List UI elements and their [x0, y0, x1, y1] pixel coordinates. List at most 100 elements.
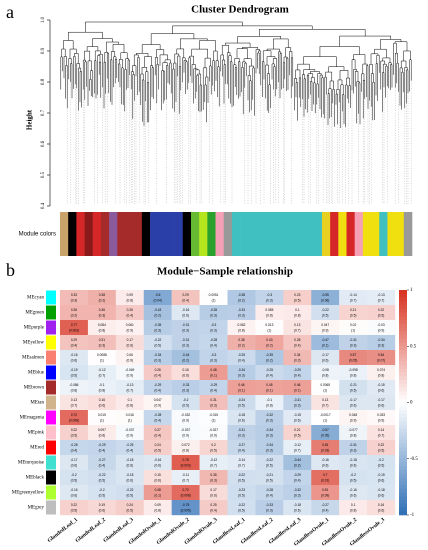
cell-value: -0.34 [266, 443, 273, 447]
cell-pvalue: (0.5) [378, 463, 385, 467]
module-color-strip [158, 212, 167, 256]
cell-pvalue: (0.8) [154, 508, 161, 512]
cell-pvalue: (0.5) [182, 403, 189, 407]
cell-pvalue: (0.3) [99, 313, 106, 317]
heatmap-cell [283, 350, 312, 366]
cell-value: -0.29 [294, 473, 301, 477]
cell-pvalue: (0.6) [350, 403, 357, 407]
module-color-strip [76, 212, 85, 256]
cell-value: -0.16 [70, 353, 77, 357]
row-color-swatch [46, 380, 56, 395]
heatmap-cell [199, 335, 228, 351]
row-color-swatch [46, 350, 56, 365]
colorbar-step [399, 500, 407, 505]
row-color-swatch [46, 290, 56, 305]
heatmap-cell [143, 305, 172, 321]
cell-value: 0.36 [99, 308, 105, 312]
cell-pvalue: (1) [351, 328, 355, 332]
cell-pvalue: (0.5) [127, 508, 134, 512]
cell-pvalue: (0.6) [210, 493, 217, 497]
row-label: MEred [30, 446, 44, 451]
heatmap-cell [255, 500, 284, 516]
module-color-strip [395, 212, 405, 256]
row-color-swatch [46, 470, 56, 485]
colorbar-step [399, 357, 407, 362]
cell-pvalue: (0.3) [238, 433, 245, 437]
colorbar-step [399, 350, 407, 355]
cell-pvalue: (0.4) [154, 418, 161, 422]
cell-pvalue: (1) [212, 418, 216, 422]
heatmap-cell [339, 410, 368, 426]
module-color-strip [141, 212, 151, 256]
module-color-strip [305, 212, 315, 256]
colorbar-step [399, 458, 407, 463]
cell-pvalue: (0.7) [238, 463, 245, 467]
cell-pvalue: (0.2) [99, 298, 106, 302]
cell-value: -0.3 [211, 353, 217, 357]
cell-value: 0.77 [71, 323, 77, 327]
heatmap-cell [87, 425, 117, 441]
colorbar-step [399, 440, 407, 445]
heatmap-cell [199, 455, 228, 471]
cell-value: -0.33 [238, 308, 245, 312]
heatmap-cell [227, 410, 256, 426]
cell-value: -0.037 [181, 428, 190, 432]
heatmap-cell [87, 335, 117, 351]
row-color-swatch [46, 500, 56, 515]
module-color-strip [330, 212, 339, 256]
heatmap-cell [283, 305, 312, 321]
cell-pvalue: (0.3) [266, 448, 273, 452]
cell-value: -0.14 [349, 293, 356, 297]
cell-pvalue: (0.4) [294, 343, 301, 347]
module-color-strip [321, 212, 331, 256]
heatmap-cell [367, 440, 396, 456]
panel-label: a [6, 2, 14, 22]
cell-pvalue: (0.2) [182, 358, 189, 362]
colorbar-step [399, 293, 407, 298]
colorbar-step [399, 361, 407, 366]
cell-value: -0.34 [154, 353, 161, 357]
heatmap-cell [339, 365, 368, 381]
cell-value: 0.34 [294, 353, 300, 357]
cell-pvalue: (1) [100, 358, 104, 362]
cell-pvalue: (0.8) [127, 298, 134, 302]
cell-pvalue: (0.3) [210, 478, 217, 482]
heatmap-cell [87, 350, 117, 366]
heatmap-cell [311, 320, 340, 336]
colorbar-step [399, 353, 407, 358]
cell-pvalue: (0.4) [294, 373, 301, 377]
heatmap-cell [115, 485, 144, 501]
heatmap-cell [115, 335, 144, 351]
cell-value: 0.28 [294, 338, 300, 342]
heatmap-cell [255, 350, 284, 366]
cell-pvalue: (0.5) [294, 298, 301, 302]
cell-value: -0.2 [350, 473, 356, 477]
colorbar-step [399, 335, 407, 340]
module-color-strip [264, 212, 274, 256]
cell-value: 0.097 [98, 428, 106, 432]
heatmap-cell [227, 320, 256, 336]
cell-pvalue: (0.3) [294, 358, 301, 362]
cell-pvalue: (0.3) [350, 343, 357, 347]
cell-pvalue: (0.2) [294, 463, 301, 467]
heatmap-cell [339, 455, 368, 471]
cell-pvalue: (0.9) [182, 433, 189, 437]
module-color-strip [109, 212, 118, 256]
heatmap-cell [311, 410, 340, 426]
cell-pvalue: (0.07) [377, 358, 385, 362]
cell-value: -0.12 [294, 443, 301, 447]
cell-pvalue: (0.3) [350, 448, 357, 452]
cell-value: 0.13 [294, 323, 300, 327]
cell-pvalue: (0.1) [154, 493, 161, 497]
heatmap-cell [60, 455, 89, 471]
heatmap-cell [255, 290, 284, 306]
cell-value: -0.27 [238, 443, 245, 447]
heatmap-cell [283, 440, 312, 456]
heatmap-cell [87, 395, 117, 411]
cell-value: -0.098 [349, 368, 358, 372]
heatmap-cell [367, 455, 396, 471]
cell-pvalue: (0.3) [182, 343, 189, 347]
cell-pvalue: (0.5) [71, 373, 78, 377]
heatmap-cell [227, 335, 256, 351]
colorbar-step [399, 428, 407, 433]
